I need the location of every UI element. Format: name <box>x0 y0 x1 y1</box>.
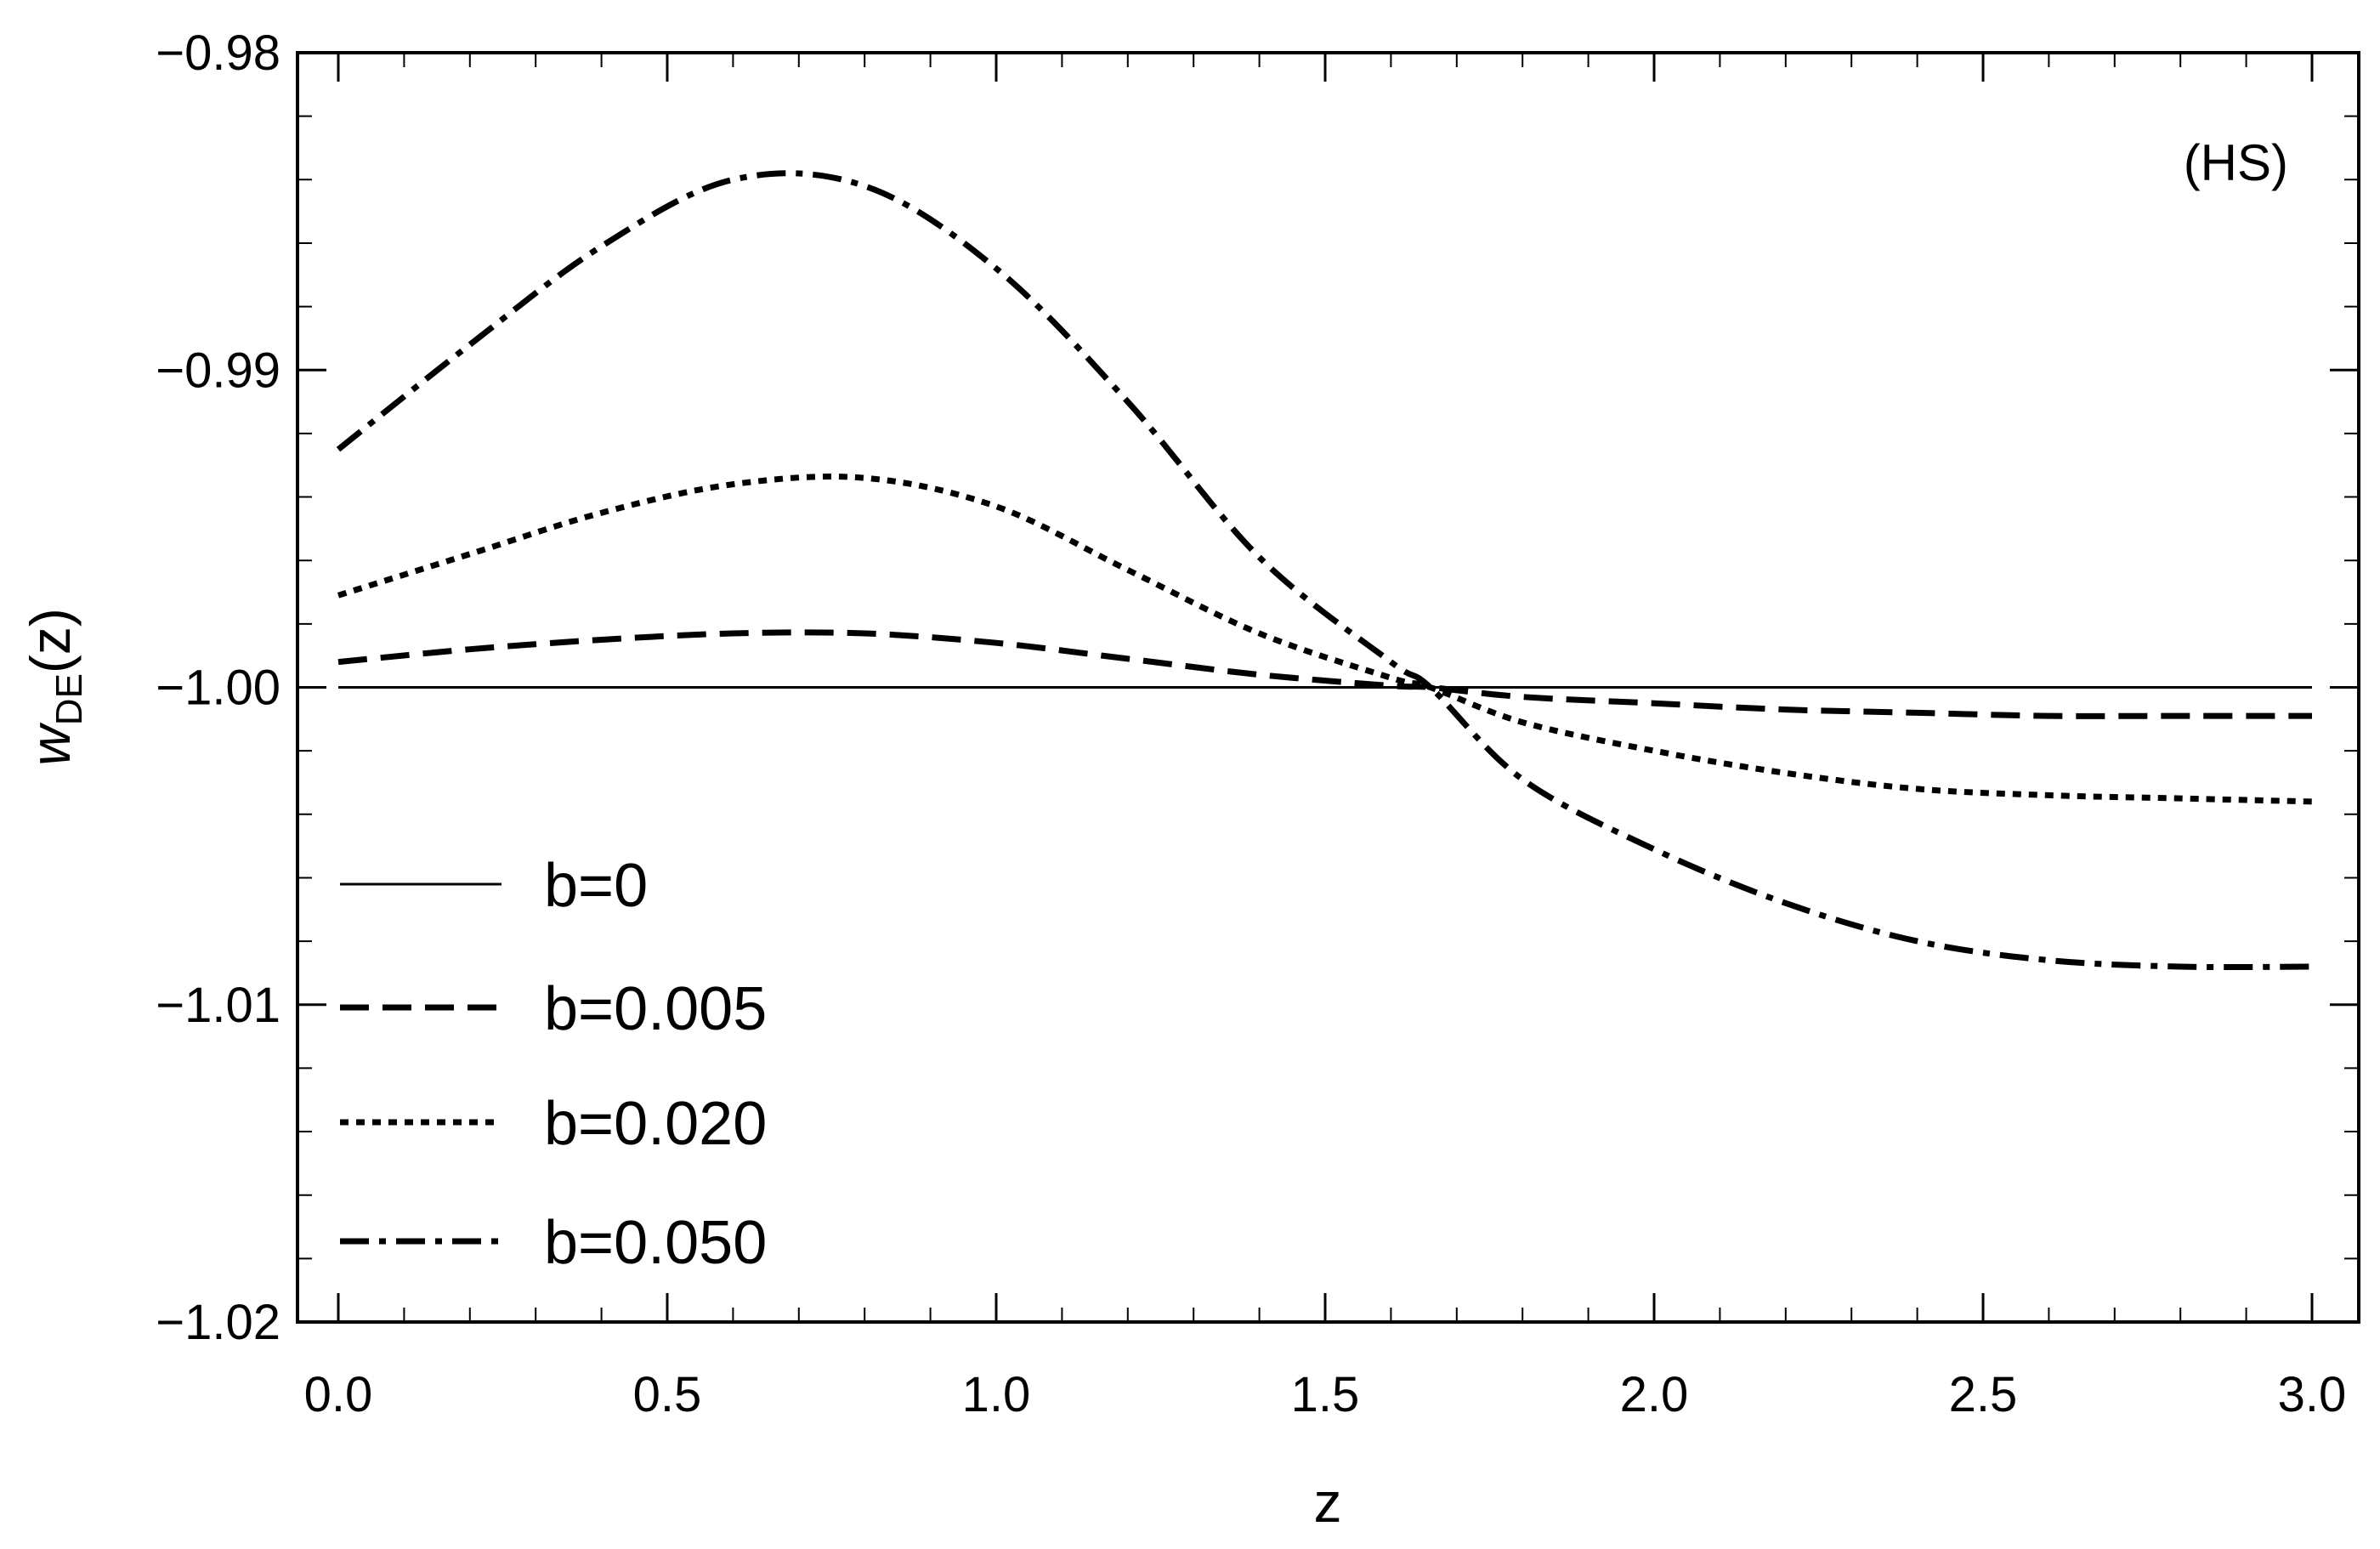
legend: b=0 b=0.005 b=0.020 b=0.050 <box>340 852 767 1277</box>
series-line-4 <box>336 170 2313 971</box>
y-axis-title-suffix: (z) <box>19 608 82 673</box>
chart-annotation: (HS) <box>2184 134 2288 191</box>
x-tick-label: 2.0 <box>1620 1367 1689 1422</box>
y-tick-label: −1.01 <box>156 978 280 1033</box>
legend-label-2: b=0.005 <box>544 975 767 1043</box>
x-tick-label: 3.0 <box>2278 1367 2347 1422</box>
series-line-3 <box>337 474 2313 805</box>
y-axis-title-main: w <box>19 722 82 766</box>
series-lines <box>336 170 2313 971</box>
x-tick-label: 1.5 <box>1291 1367 1360 1422</box>
y-tick-label: −1.02 <box>156 1295 280 1350</box>
y-axis-title-sub: DE <box>48 673 90 725</box>
y-tick-label: −0.98 <box>156 26 280 81</box>
series-line-2 <box>337 629 2312 719</box>
legend-label-3: b=0.020 <box>544 1090 767 1158</box>
y-tick-labels: −0.98 −0.99 −1.00 −1.01 −1.02 <box>156 26 280 1350</box>
legend-label-1: b=0 <box>544 852 648 920</box>
x-tick-label: 1.0 <box>962 1367 1031 1422</box>
x-tick-label: 2.5 <box>1949 1367 2018 1422</box>
y-axis-title: wDE(z) <box>19 608 90 766</box>
y-tick-label: −0.99 <box>156 343 280 398</box>
legend-label-4: b=0.050 <box>544 1209 767 1277</box>
axis-ticks <box>298 51 2359 1324</box>
y-tick-label: −1.00 <box>156 661 280 716</box>
x-axis-title: z <box>1314 1471 1342 1534</box>
x-tick-labels: 0.0 0.5 1.0 1.5 2.0 2.5 3.0 <box>304 1367 2347 1422</box>
x-tick-label: 0.0 <box>304 1367 373 1422</box>
x-tick-label: 0.5 <box>633 1367 702 1422</box>
